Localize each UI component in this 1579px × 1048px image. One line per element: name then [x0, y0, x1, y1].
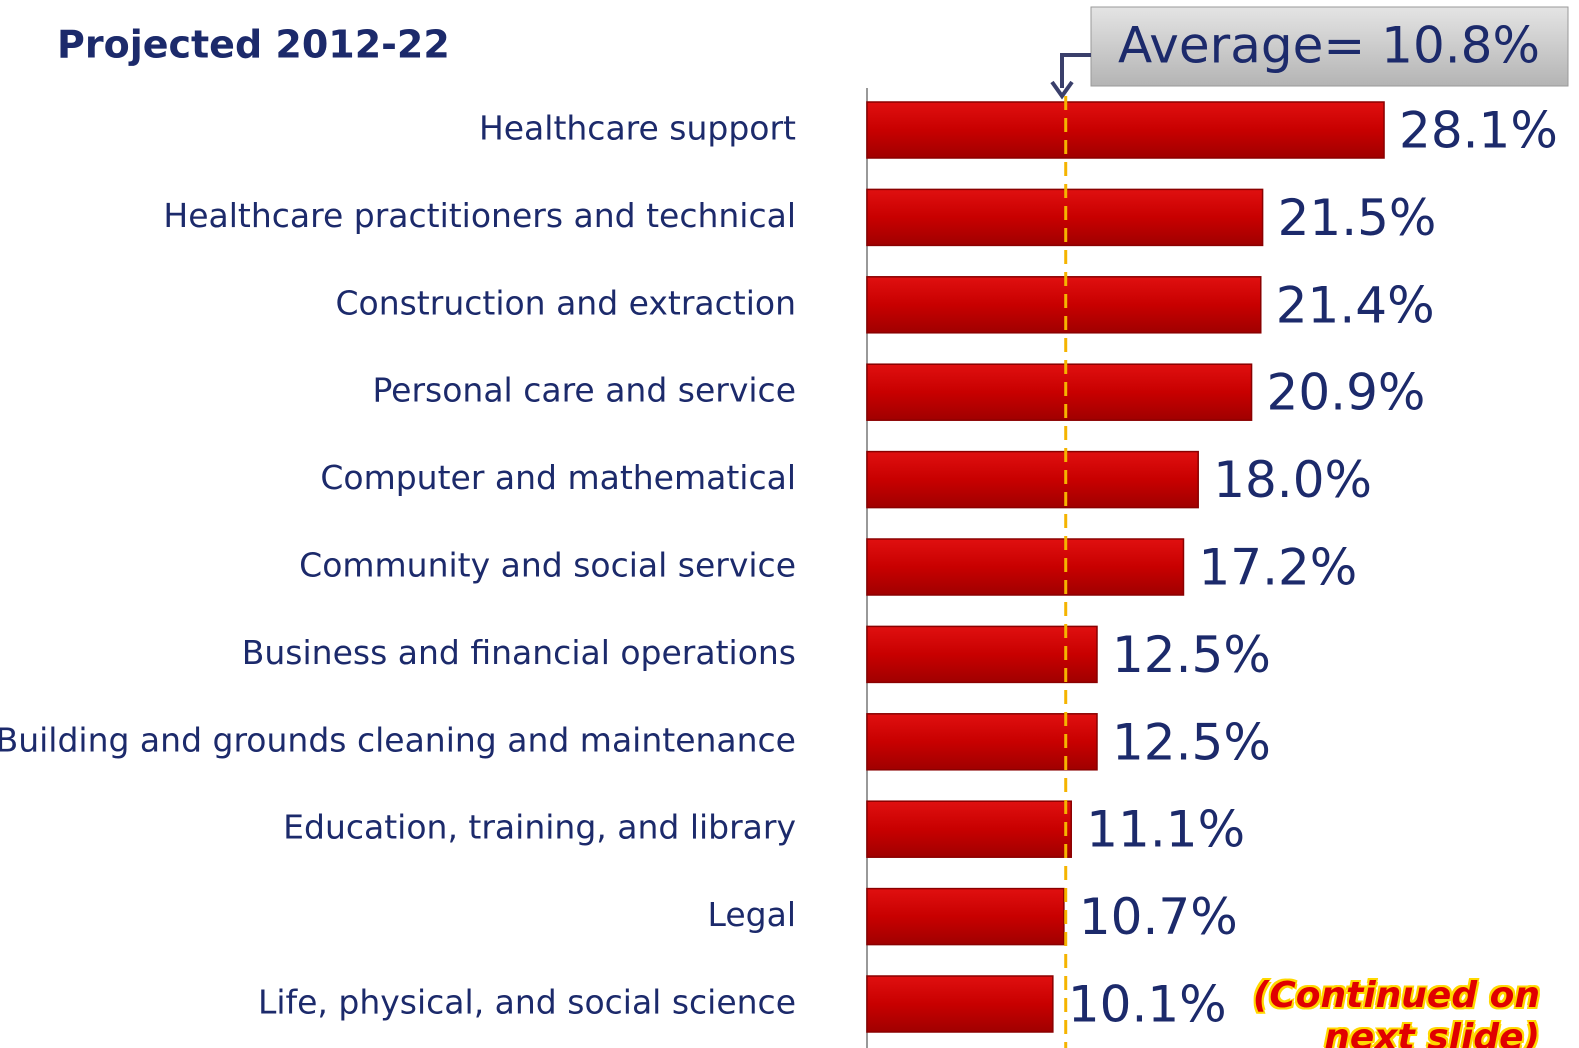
- value-label: 21.5%: [1278, 189, 1437, 247]
- average-box: [1090, 6, 1569, 87]
- value-label: 20.9%: [1267, 364, 1426, 422]
- bar: [866, 975, 1054, 1033]
- category-label: Legal: [708, 895, 796, 934]
- value-label: 21.4%: [1276, 276, 1435, 334]
- bar: [866, 450, 1199, 509]
- category-label: Construction and extraction: [335, 283, 796, 322]
- bar: [866, 887, 1065, 946]
- category-label: Healthcare support: [479, 109, 796, 148]
- value-label: 28.1%: [1399, 102, 1558, 160]
- category-label: Building and grounds cleaning and mainte…: [0, 720, 796, 759]
- bar: [866, 538, 1185, 596]
- bar: [866, 800, 1072, 858]
- value-label: 11.1%: [1086, 801, 1245, 859]
- value-label: 12.5%: [1112, 626, 1271, 684]
- bar: [866, 713, 1098, 771]
- value-label: 10.7%: [1079, 888, 1238, 946]
- bar: [866, 276, 1262, 334]
- value-label: 18.0%: [1213, 451, 1372, 509]
- value-label: 12.5%: [1112, 713, 1271, 771]
- average-arrow-head: [1050, 80, 1074, 100]
- category-label: Personal care and service: [372, 371, 796, 410]
- annotation: (Continued on next slide): [1252, 975, 1540, 1048]
- category-label: Community and social service: [299, 546, 796, 585]
- value-label: 17.2%: [1198, 539, 1357, 597]
- average-label: Average= 10.8%: [1118, 17, 1540, 75]
- category-label: Business and financial operations: [242, 633, 796, 672]
- category-label: Healthcare practitioners and technical: [163, 196, 796, 235]
- value-label: 10.1%: [1068, 976, 1227, 1034]
- category-label: Computer and mathematical: [320, 458, 796, 497]
- chart-title: Projected 2012-22: [57, 23, 450, 67]
- bar: [866, 101, 1385, 159]
- category-label: Education, training, and library: [283, 808, 796, 847]
- average-arrow: [1060, 53, 1091, 88]
- category-label: Life, physical, and social science: [258, 983, 796, 1022]
- bar: [866, 625, 1098, 684]
- bar: [866, 363, 1253, 421]
